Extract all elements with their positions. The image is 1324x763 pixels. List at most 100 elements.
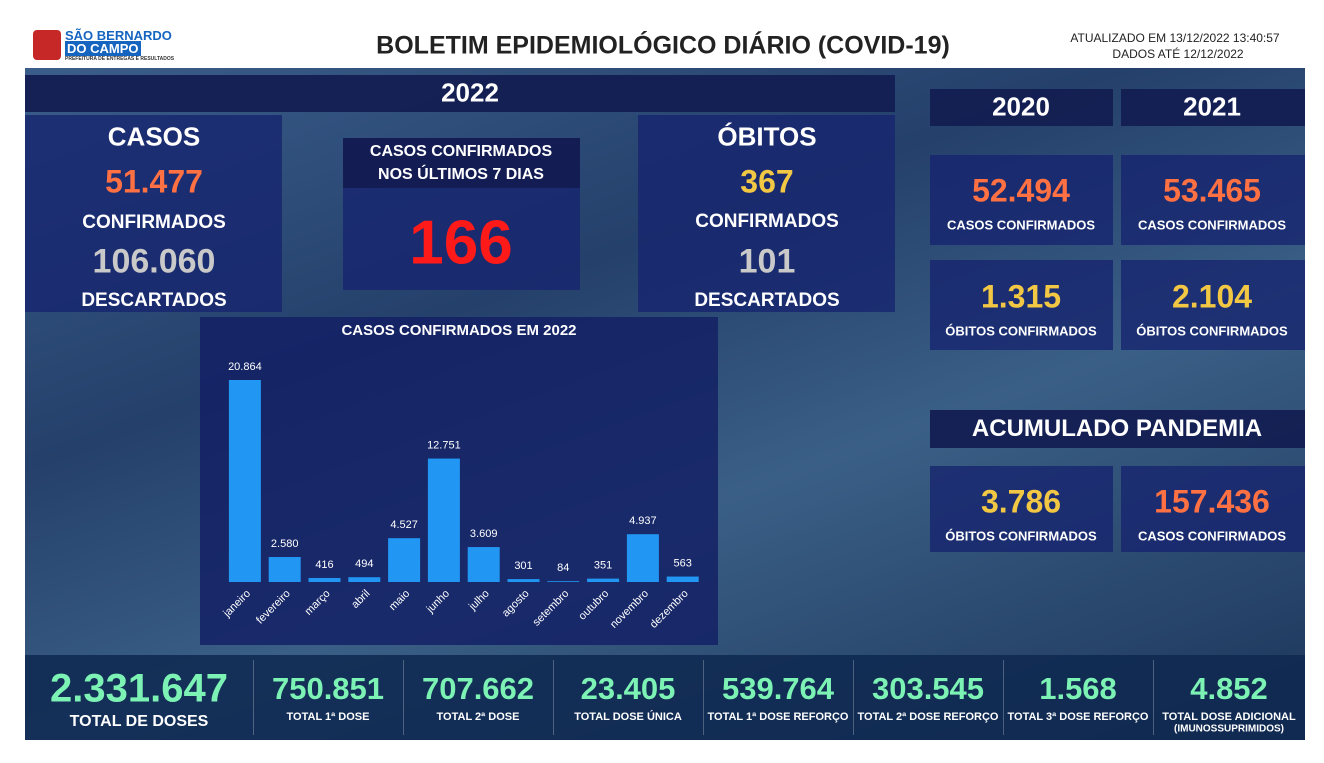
dose-value: 4.852 [1190, 671, 1268, 706]
kpi-label: ÓBITOS CONFIRMADOS [945, 528, 1097, 544]
panel-title: NOS ÚLTIMOS 7 DIAS [378, 166, 544, 183]
bar [587, 578, 620, 582]
separator [1153, 660, 1154, 735]
kpi-label: ÓBITOS CONFIRMADOS [945, 323, 1097, 339]
vaccination-strip: 2.331.647 TOTAL DE DOSES 750.851 TOTAL 1ª D… [25, 655, 1305, 740]
data-label: 301 [514, 560, 532, 572]
dose-value: 539.764 [721, 671, 835, 706]
data-label: 3.609 [470, 528, 498, 540]
data-label: 4.527 [390, 519, 418, 531]
kpi-label: CONFIRMADOS [82, 212, 226, 233]
chart: CASOS CONFIRMADOS EM 2022 20.864janeiro2… [200, 317, 718, 645]
kpi-label: CASOS CONFIRMADOS [946, 217, 1096, 233]
kpi-value: 1.315 [980, 278, 1062, 315]
separator [553, 660, 554, 735]
dose-label: TOTAL DOSE ÚNICA [574, 711, 682, 723]
dose-label: TOTAL 1ª DOSE REFORÇO [707, 711, 849, 723]
cases-panel [25, 115, 282, 312]
data-label: 20.864 [228, 361, 262, 373]
year-label: 2022 [441, 77, 499, 108]
logo-tagline: PREFEITURA DE ENTREGAS E RESULTADOS [65, 56, 175, 62]
bar [507, 579, 540, 582]
bar [388, 538, 421, 582]
kpi-value: 106.060 [92, 242, 216, 281]
card [1121, 155, 1305, 245]
dose-value: 750.851 [271, 671, 385, 706]
kpi-label: CASOS CONFIRMADOS [1137, 528, 1287, 544]
bar [308, 577, 341, 582]
bar [427, 458, 460, 582]
kpi-value: 367 [740, 163, 794, 200]
kpi-value: 52.494 [972, 172, 1070, 209]
data-label: 12.751 [427, 439, 461, 451]
bar [228, 380, 261, 582]
logo-emblem [33, 30, 61, 60]
dose-label: TOTAL DOSE ADICIONAL [1162, 711, 1296, 723]
bar [626, 534, 659, 582]
dose-value: 2.331.647 [50, 666, 228, 711]
panel-title: CASOS [107, 121, 201, 152]
data-label: 494 [355, 558, 373, 570]
card [1121, 466, 1305, 552]
logo-text: DO CAMPO [65, 41, 141, 56]
kpi-value: 2.104 [1171, 278, 1253, 315]
dose-label: TOTAL DE DOSES [69, 713, 209, 730]
deaths-panel [638, 115, 895, 312]
kpi-label: ÓBITOS CONFIRMADOS [1136, 323, 1288, 339]
separator [403, 660, 404, 735]
kpi-value: 3.786 [980, 483, 1062, 520]
last7-header [343, 138, 580, 188]
year-label: 2020 [992, 91, 1050, 122]
dose-label: TOTAL 2ª DOSE [436, 711, 520, 723]
separator [253, 660, 254, 735]
kpi-value: 101 [738, 242, 796, 281]
separator [1003, 660, 1004, 735]
kpi-value: 51.477 [105, 163, 203, 200]
dose-value: 707.662 [421, 671, 535, 706]
year-header [25, 75, 895, 112]
data-label: 351 [594, 560, 612, 572]
data-label: 2.580 [271, 538, 299, 550]
bar [666, 576, 699, 582]
data-label: 416 [315, 559, 333, 571]
card [1121, 260, 1305, 350]
logo-text: SÃO BERNARDO [65, 28, 172, 43]
kpi-value: 166 [409, 208, 513, 278]
dose-label: TOTAL 3ª DOSE REFORÇO [1007, 711, 1149, 723]
data-label: 84 [557, 562, 569, 574]
data-until: DADOS ATÉ 12/12/2022 [1112, 47, 1244, 61]
kpi-value: 53.465 [1163, 172, 1261, 209]
updated: ATUALIZADO EM 13/12/2022 13:40:57 [1070, 31, 1280, 45]
panel-title: CASOS CONFIRMADOS [369, 143, 553, 160]
data-label: 563 [674, 557, 692, 569]
title: BOLETIM EPIDEMIOLÓGICO DIÁRIO (COVID-19) [376, 31, 950, 60]
chart-title: CASOS CONFIRMADOS EM 2022 [341, 322, 576, 339]
dose-value: 1.568 [1039, 671, 1117, 706]
bar [547, 581, 580, 582]
kpi-label: DESCARTADOS [81, 290, 227, 311]
pandemic-header [930, 410, 1305, 448]
data-label: 4.937 [629, 515, 657, 527]
card [930, 466, 1113, 552]
kpi-label: CONFIRMADOS [695, 211, 839, 232]
panel-title: ÓBITOS [717, 121, 817, 152]
kpi-label: CASOS CONFIRMADOS [1137, 217, 1287, 233]
separator [853, 660, 854, 735]
dose-label: TOTAL 1ª DOSE [286, 711, 370, 723]
bar [268, 557, 301, 582]
kpi-value: 157.436 [1154, 483, 1270, 520]
year-header [930, 89, 1113, 126]
separator [703, 660, 704, 735]
dose-label: TOTAL 2ª DOSE REFORÇO [857, 711, 999, 723]
panel-title: ACUMULADO PANDEMIA [971, 415, 1263, 442]
kpi-label: DESCARTADOS [694, 290, 840, 311]
year-label: 2021 [1183, 91, 1241, 122]
bar [348, 577, 381, 582]
bar [467, 547, 500, 582]
dose-value: 23.405 [580, 671, 676, 706]
year-header [1121, 89, 1305, 126]
card [930, 260, 1113, 350]
dose-note: (IMUNOSSUPRIMIDOS) [1174, 723, 1284, 735]
dose-value: 303.545 [871, 671, 985, 706]
